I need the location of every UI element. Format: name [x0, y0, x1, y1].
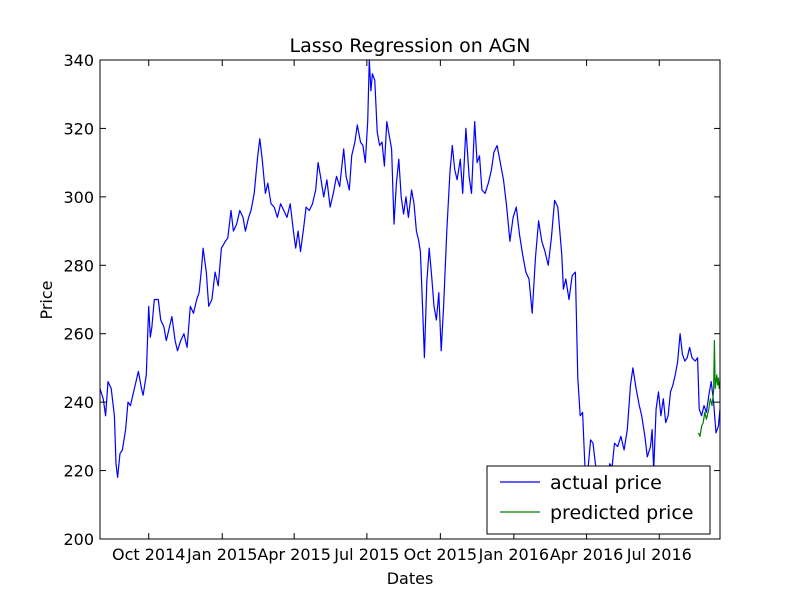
y-axis-title: Price: [37, 280, 56, 319]
plot-area: [99, 59, 721, 533]
x-tick-label: Oct 2014: [112, 545, 185, 564]
x-tick-label: Jan 2015: [186, 545, 257, 564]
chart-title: Lasso Regression on AGN: [290, 35, 531, 57]
legend-label-actual-price: actual price: [550, 472, 662, 494]
x-tick-label: Apr 2015: [257, 545, 330, 564]
x-tick-label: Jan 2016: [478, 545, 549, 564]
y-tick-label: 200: [63, 530, 94, 549]
legend: actual price predicted price: [486, 465, 711, 535]
y-tick-label: 220: [63, 462, 94, 481]
legend-frame: [486, 465, 711, 535]
x-tick-label: Jul 2016: [626, 545, 692, 564]
y-tick-label: 280: [63, 256, 94, 275]
y-tick-label: 300: [63, 188, 94, 207]
y-tick-label: 240: [63, 393, 94, 412]
x-axis-title: Dates: [387, 569, 434, 588]
axes: 200 220 240 260 280 300 320 340 Oct 2014 Jan 2015…: [63, 51, 721, 564]
y-tick-label: 340: [63, 51, 94, 70]
legend-label-predicted-price: predicted price: [550, 502, 693, 524]
plot-frame: [99, 59, 721, 540]
y-tick-label: 320: [63, 119, 94, 138]
x-tick-label: Jul 2015: [333, 545, 399, 564]
series-line-predicted-price: [697, 340, 721, 437]
x-tick-label: Apr 2016: [550, 545, 623, 564]
series-line-actual-price: [99, 59, 721, 533]
x-tick-label: Oct 2015: [404, 545, 477, 564]
y-tick-label: 260: [63, 325, 94, 344]
